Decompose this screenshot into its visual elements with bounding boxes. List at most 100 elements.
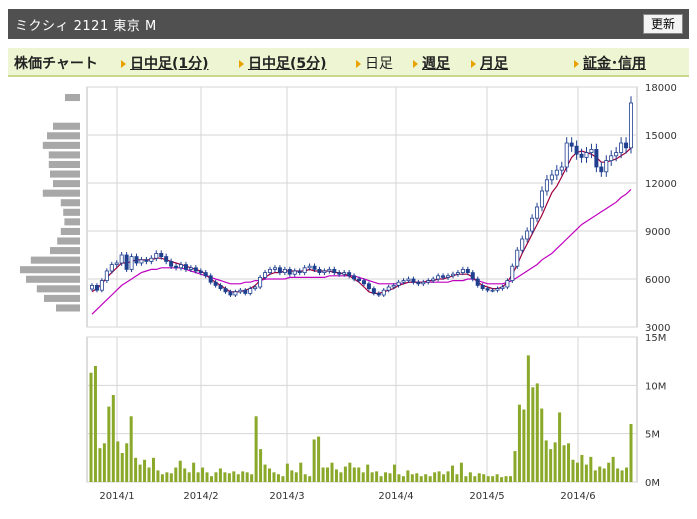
volume-bar (526, 355, 530, 482)
candle-body (589, 148, 594, 153)
volume-bar (388, 473, 392, 482)
volume-bar (174, 467, 178, 482)
tab-monthly[interactable]: 月足 (471, 53, 508, 73)
refresh-button[interactable]: 更新 (642, 14, 683, 34)
tab-weekly[interactable]: 週足 (413, 53, 450, 73)
volume-bar (370, 472, 374, 482)
tab-monthly-label: 月足 (480, 56, 508, 72)
volume-bar (214, 472, 218, 482)
volume-bar (334, 469, 338, 482)
volume-bar (629, 424, 633, 482)
price-plot-area (86, 86, 638, 328)
volume-bar (384, 472, 388, 482)
candle-body (604, 160, 609, 173)
candle-body (342, 272, 347, 275)
candle-body (599, 166, 604, 173)
price-tick-label: 6000 (645, 275, 670, 286)
candle-body (416, 281, 421, 285)
candle-body (322, 270, 327, 274)
candle-body (233, 291, 238, 296)
candle-body (159, 252, 164, 257)
candle-body (495, 288, 500, 291)
volume-bar (602, 468, 606, 482)
candlestick-series (90, 96, 634, 297)
volume-bar (299, 462, 303, 482)
volume-bar (504, 476, 508, 482)
tab-daily-label: 日足 (365, 56, 393, 72)
volume-bar (236, 474, 240, 482)
candle-body (544, 179, 549, 192)
volume-bar (562, 445, 566, 482)
candle-body (579, 153, 584, 158)
tab-margin-credit[interactable]: 証金･信用 (574, 53, 646, 73)
candle-body (554, 169, 559, 176)
volume-bar (111, 395, 115, 482)
candle-body (268, 268, 273, 273)
candle-body (391, 284, 396, 288)
volume-bar (102, 443, 106, 482)
candle-body (213, 281, 218, 286)
chart-header: ミクシィ 2121 東京 M 更新 (8, 9, 689, 39)
volume-profile-bar (47, 132, 80, 140)
candle-body (228, 291, 233, 296)
candle-body (376, 292, 381, 296)
volume-profile-bar (50, 247, 80, 255)
volume-bar (598, 466, 602, 482)
volume-bar (352, 467, 356, 482)
tab-arrow-icon (574, 60, 579, 68)
volume-bar (589, 456, 593, 482)
volume-bar (281, 476, 285, 482)
volume-bar (241, 471, 245, 482)
price-tick-label: 15000 (645, 131, 677, 142)
candle-body (357, 278, 362, 282)
candle-body (144, 259, 149, 262)
volume-chart-frame (86, 336, 638, 483)
candle-body (431, 278, 436, 282)
volume-bar (468, 472, 472, 482)
tab-intraday-1min[interactable]: 日中足(1分) (121, 53, 209, 73)
volume-bar (397, 474, 401, 482)
volume-by-price-profile (20, 94, 80, 312)
date-tick-label: 2014/2 (183, 491, 218, 502)
candle-body (248, 288, 253, 294)
volume-bar (553, 442, 557, 482)
volume-profile-bar (50, 170, 80, 178)
volume-bar (433, 472, 437, 482)
candle-body (450, 273, 455, 277)
volume-bar (192, 462, 196, 482)
volume-bar (326, 467, 330, 482)
candle-body (386, 286, 391, 291)
volume-bar (156, 470, 160, 482)
candle-body (169, 260, 174, 267)
volume-bar (169, 473, 173, 482)
volume-bar (250, 474, 254, 482)
candle-body (441, 275, 446, 278)
volume-profile-bar (60, 227, 80, 235)
volume-bar (500, 477, 504, 482)
volume-bar (263, 464, 267, 482)
volume-bar (196, 472, 200, 482)
volume-bar (129, 416, 133, 482)
volume-bar (272, 472, 276, 482)
candle-body (520, 238, 525, 251)
volume-bar (366, 464, 370, 482)
volume-bar (375, 471, 379, 482)
candle-body (218, 284, 223, 289)
volume-bar (227, 473, 231, 482)
candle-body (104, 270, 109, 282)
candle-body (426, 280, 431, 283)
volume-bar (437, 471, 441, 482)
volume-profile-bar (56, 304, 80, 312)
candle-body (446, 275, 451, 278)
volume-bar (611, 456, 615, 482)
volume-bar (223, 472, 227, 482)
tab-intraday-5min[interactable]: 日中足(5分) (239, 53, 327, 73)
volume-bar (535, 383, 539, 482)
volume-bar (209, 476, 213, 482)
candle-body (223, 288, 228, 293)
candle-body (411, 278, 416, 283)
volume-bar (357, 467, 361, 482)
volume-profile-bar (48, 160, 80, 169)
volume-profile-bar (42, 189, 80, 197)
candle-body (480, 284, 485, 289)
